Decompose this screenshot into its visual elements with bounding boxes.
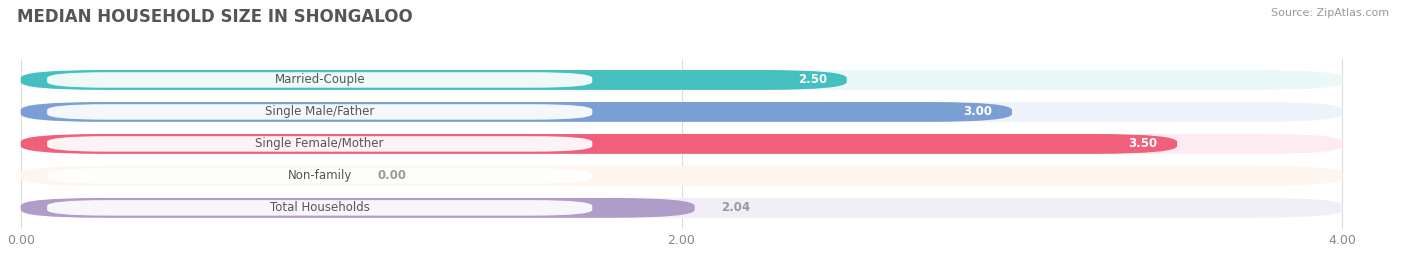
FancyBboxPatch shape bbox=[48, 136, 592, 152]
Text: 3.50: 3.50 bbox=[1128, 137, 1157, 150]
Text: 0.00: 0.00 bbox=[378, 169, 406, 182]
Text: 3.00: 3.00 bbox=[963, 105, 993, 118]
FancyBboxPatch shape bbox=[21, 70, 1343, 90]
FancyBboxPatch shape bbox=[21, 70, 846, 90]
Text: MEDIAN HOUSEHOLD SIZE IN SHONGALOO: MEDIAN HOUSEHOLD SIZE IN SHONGALOO bbox=[17, 8, 412, 26]
FancyBboxPatch shape bbox=[48, 200, 592, 215]
FancyBboxPatch shape bbox=[21, 198, 695, 218]
FancyBboxPatch shape bbox=[48, 168, 592, 184]
FancyBboxPatch shape bbox=[21, 166, 1343, 186]
Text: 2.50: 2.50 bbox=[797, 73, 827, 86]
FancyBboxPatch shape bbox=[21, 102, 1012, 122]
FancyBboxPatch shape bbox=[21, 134, 1177, 154]
FancyBboxPatch shape bbox=[21, 134, 1343, 154]
Text: Married-Couple: Married-Couple bbox=[274, 73, 366, 86]
Text: Total Households: Total Households bbox=[270, 201, 370, 214]
Text: Source: ZipAtlas.com: Source: ZipAtlas.com bbox=[1271, 8, 1389, 18]
Text: 2.04: 2.04 bbox=[721, 201, 751, 214]
Text: Single Female/Mother: Single Female/Mother bbox=[256, 137, 384, 150]
FancyBboxPatch shape bbox=[21, 198, 1343, 218]
FancyBboxPatch shape bbox=[21, 102, 1343, 122]
Text: Single Male/Father: Single Male/Father bbox=[264, 105, 374, 118]
FancyBboxPatch shape bbox=[48, 72, 592, 88]
Text: Non-family: Non-family bbox=[287, 169, 352, 182]
FancyBboxPatch shape bbox=[48, 104, 592, 120]
